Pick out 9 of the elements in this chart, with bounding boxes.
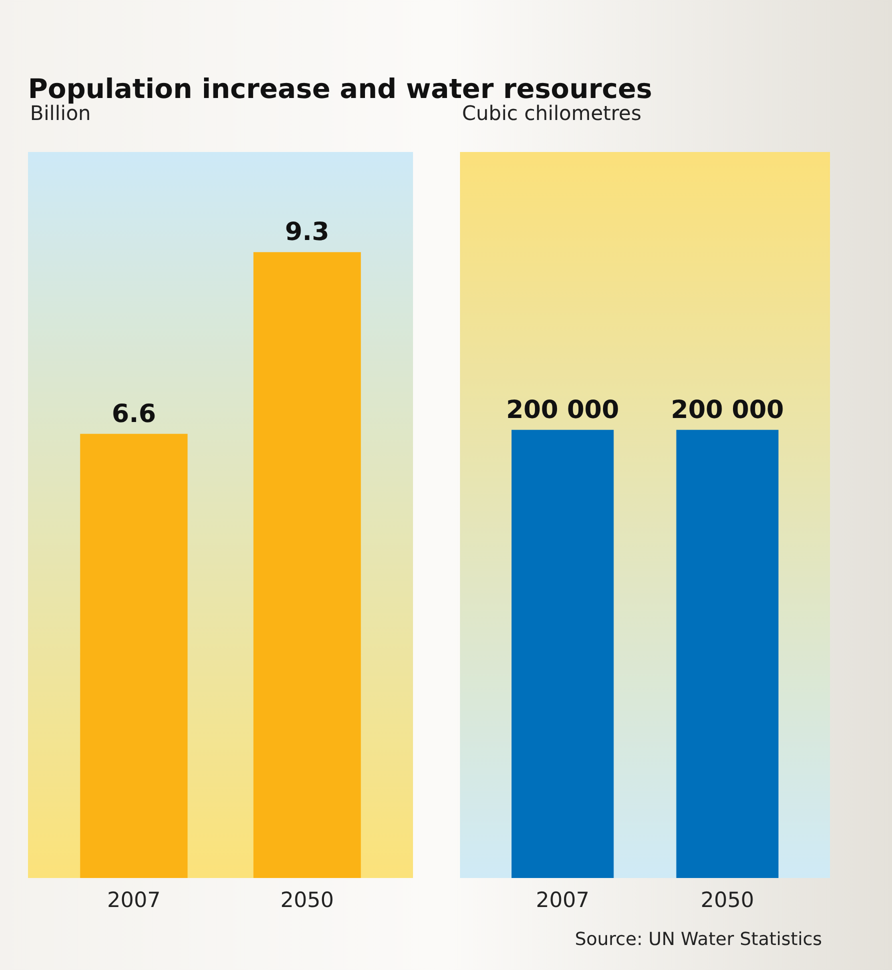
- data-label: 9.3: [285, 217, 330, 246]
- data-label: 200 000: [506, 394, 620, 424]
- x-tick-label: 2007: [536, 888, 590, 912]
- x-tick-label: 2007: [107, 888, 161, 912]
- x-tick-label: 2050: [280, 888, 334, 912]
- source-note: Source: UN Water Statistics: [574, 929, 822, 950]
- x-tick-label: 2050: [700, 888, 754, 912]
- data-label: 200 000: [670, 394, 784, 424]
- data-label: 6.6: [112, 398, 156, 428]
